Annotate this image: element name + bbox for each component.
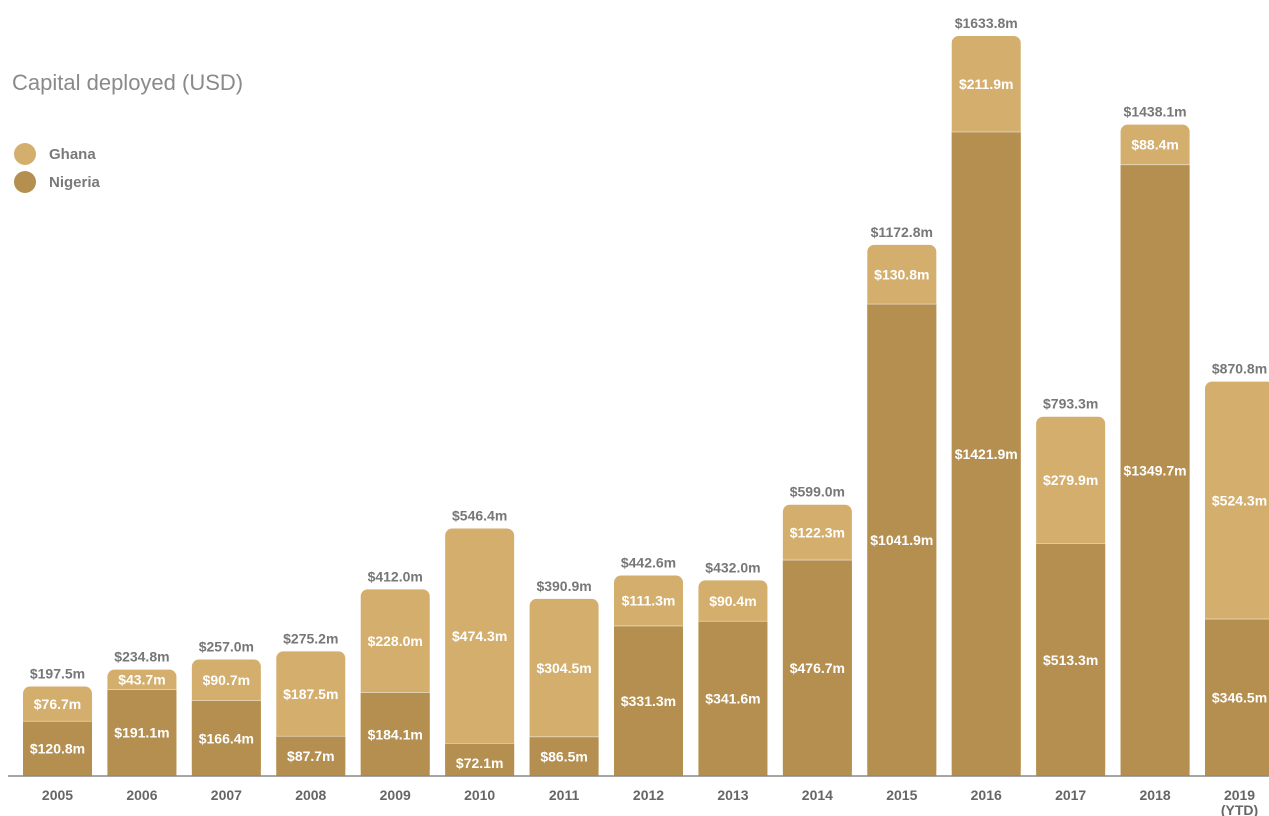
- x-tick-label-2011: 2011: [549, 787, 580, 803]
- x-tick-label-2015: 2015: [886, 787, 917, 803]
- bar-nigeria-2015: [867, 304, 937, 776]
- x-tick-label-2006: 2006: [126, 787, 157, 803]
- data-label-ghana-2014: $122.3m: [790, 524, 845, 540]
- x-tick-label-2017: 2017: [1055, 787, 1086, 803]
- data-label-nigeria-2014: $476.7m: [790, 660, 845, 676]
- x-tick-label-2019: 2019: [1224, 787, 1255, 803]
- total-label-2016: $1633.8m: [955, 15, 1018, 31]
- bar-nigeria-2010: [445, 743, 515, 776]
- bar-nigeria-2007: [191, 700, 261, 776]
- data-label-ghana-2011: $304.5m: [536, 660, 591, 676]
- data-label-nigeria-2013: $341.6m: [705, 691, 760, 707]
- data-label-ghana-2019: $524.3m: [1212, 492, 1267, 508]
- total-label-2007: $257.0m: [199, 639, 254, 655]
- bar-ghana-2011: [529, 598, 599, 776]
- data-label-ghana-2007: $90.7m: [203, 672, 250, 688]
- data-label-nigeria-2015: $1041.9m: [870, 532, 933, 548]
- x-tick-label-2013: 2013: [717, 787, 748, 803]
- bar-nigeria-2014: [782, 560, 852, 776]
- bars-layer: [23, 36, 1269, 777]
- labels-layer: $120.8m $76.7m $197.5m 2005 $191.1m $43.7m $23…: [30, 15, 1267, 816]
- data-label-nigeria-2017: $513.3m: [1043, 652, 1098, 668]
- data-label-nigeria-2019: $346.5m: [1212, 690, 1267, 706]
- total-label-2018: $1438.1m: [1124, 104, 1187, 120]
- bar-nigeria-2005: [23, 721, 92, 776]
- data-label-nigeria-2007: $166.4m: [199, 730, 254, 746]
- x-tick-label-2005: 2005: [42, 787, 73, 803]
- data-label-ghana-2013: $90.4m: [709, 593, 756, 609]
- x-tick-label-2018: 2018: [1140, 787, 1171, 803]
- bar-nigeria-2018: [1120, 164, 1190, 777]
- data-label-nigeria-2010: $72.1m: [456, 755, 503, 771]
- x-tick-sublabel-2019: (YTD): [1221, 802, 1258, 816]
- x-tick-label-2014: 2014: [802, 787, 833, 803]
- legend-swatch-nigeria: [14, 171, 36, 193]
- total-label-2012: $442.6m: [621, 555, 676, 571]
- total-label-2011: $390.9m: [536, 578, 591, 594]
- x-tick-label-2012: 2012: [633, 787, 664, 803]
- legend-label-nigeria: Nigeria: [49, 173, 100, 191]
- x-tick-label-2010: 2010: [464, 787, 495, 803]
- data-label-nigeria-2016: $1421.9m: [955, 446, 1018, 462]
- data-label-nigeria-2009: $184.1m: [368, 726, 423, 742]
- total-label-2014: $599.0m: [790, 484, 845, 500]
- data-label-ghana-2005: $76.7m: [34, 696, 81, 712]
- bar-nigeria-2008: [276, 736, 346, 776]
- x-tick-label-2009: 2009: [380, 787, 411, 803]
- legend-item-ghana: Ghana: [14, 140, 100, 168]
- data-label-nigeria-2005: $120.8m: [30, 741, 85, 757]
- data-label-ghana-2006: $43.7m: [118, 672, 165, 688]
- total-label-2009: $412.0m: [368, 568, 423, 584]
- bar-ghana-2010: [445, 528, 515, 776]
- data-label-nigeria-2008: $87.7m: [287, 748, 334, 764]
- total-label-2006: $234.8m: [114, 649, 169, 665]
- data-label-ghana-2010: $474.3m: [452, 628, 507, 644]
- legend-swatch-ghana: [14, 143, 36, 165]
- total-label-2017: $793.3m: [1043, 396, 1098, 412]
- data-label-ghana-2018: $88.4m: [1131, 137, 1178, 153]
- bar-nigeria-2011: [529, 736, 599, 776]
- data-label-ghana-2016: $211.9m: [959, 76, 1014, 92]
- chart-title: Capital deployed (USD): [12, 70, 244, 95]
- x-tick-label-2008: 2008: [295, 787, 326, 803]
- bar-nigeria-2012: [614, 625, 684, 776]
- data-label-ghana-2017: $279.9m: [1043, 472, 1098, 488]
- data-label-ghana-2015: $130.8m: [874, 266, 929, 282]
- bar-nigeria-2013: [698, 621, 768, 776]
- x-tick-label-2016: 2016: [971, 787, 1002, 803]
- total-label-2008: $275.2m: [283, 630, 338, 646]
- bar-nigeria-2017: [1036, 543, 1106, 776]
- data-label-nigeria-2011: $86.5m: [540, 748, 587, 764]
- x-tick-label-2007: 2007: [211, 787, 242, 803]
- legend-item-nigeria: Nigeria: [14, 168, 100, 196]
- bar-nigeria-2016: [951, 131, 1021, 776]
- bar-nigeria-2019: [1205, 619, 1269, 776]
- total-label-2015: $1172.8m: [871, 224, 933, 240]
- bar-nigeria-2009: [360, 692, 430, 776]
- total-label-2019: $870.8m: [1212, 361, 1267, 377]
- legend-label-ghana: Ghana: [49, 145, 96, 163]
- total-label-2005: $197.5m: [30, 666, 85, 682]
- data-label-ghana-2009: $228.0m: [368, 633, 423, 649]
- data-label-ghana-2008: $187.5m: [283, 686, 338, 702]
- data-label-ghana-2012: $111.3m: [622, 593, 676, 609]
- total-label-2013: $432.0m: [705, 559, 760, 575]
- data-label-nigeria-2012: $331.3m: [621, 693, 676, 709]
- bar-nigeria-2006: [107, 689, 177, 776]
- total-label-2010: $546.4m: [452, 508, 507, 524]
- legend: Ghana Nigeria: [14, 140, 100, 196]
- data-label-nigeria-2006: $191.1m: [114, 725, 169, 741]
- data-label-nigeria-2018: $1349.7m: [1124, 462, 1187, 478]
